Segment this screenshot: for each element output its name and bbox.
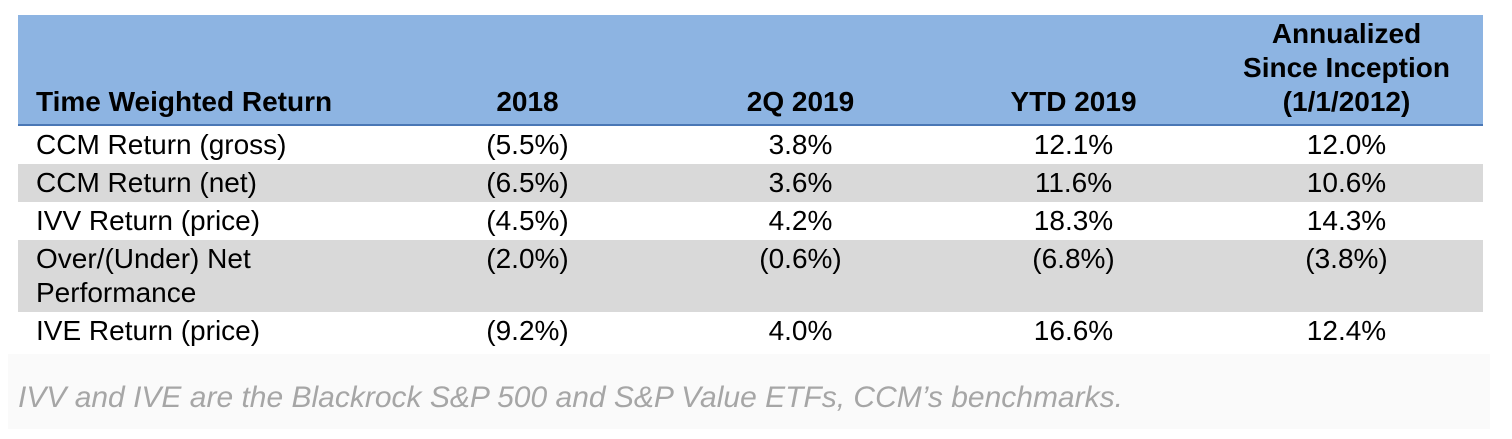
cell-value: 16.6% [1033,315,1114,346]
cell-value: 18.3% [1033,205,1114,236]
cell-value: (3.8%) [1305,243,1388,274]
table-row-ive: IVE Return (price) (9.2%) 4.0% 16.6% 12.… [18,312,1483,350]
cell-value: 3.8% [768,129,833,160]
cell-value: 10.6% [1306,167,1387,198]
cell-value: (9.2%) [486,315,569,346]
cell-value: 12.4% [1306,315,1387,346]
cell-value: 4.0% [768,315,833,346]
benchmark-footnote: IVV and IVE are the Blackrock S&P 500 an… [18,381,1123,414]
table-body: CCM Return (gross) (5.5%) 3.8% 12.1% 12.… [18,125,1483,350]
header-annualized-since-inception: Annualized Since Inception (1/1/2012) [1210,15,1483,126]
cell-value: 12.1% [1033,129,1114,160]
table-row-over-under-net: Over/(Under) Net Performance (2.0%) (0.6… [18,240,1483,312]
row-label: CCM Return (gross) [36,129,287,160]
cell-value: 4.2% [768,205,833,236]
table-row-ccm-gross: CCM Return (gross) (5.5%) 3.8% 12.1% 12.… [18,125,1483,164]
time-weighted-return-table: Time Weighted Return 2018 2Q 2019 YTD 20… [18,15,1483,350]
header-time-weighted-return: Time Weighted Return [18,15,391,126]
table-header: Time Weighted Return 2018 2Q 2019 YTD 20… [18,15,1483,126]
header-ytd-2019: YTD 2019 [937,15,1210,126]
footnote-strip: IVV and IVE are the Blackrock S&P 500 an… [8,354,1490,429]
row-label: Over/(Under) Net Performance [36,243,251,308]
header-2q-2019: 2Q 2019 [664,15,937,126]
cell-value: 14.3% [1306,205,1387,236]
cell-value: (6.5%) [486,167,569,198]
table-row-ivv: IVV Return (price) (4.5%) 4.2% 18.3% 14.… [18,202,1483,240]
row-label: IVV Return (price) [36,205,261,236]
cell-value: 12.0% [1306,129,1387,160]
table-row-ccm-net: CCM Return (net) (6.5%) 3.6% 11.6% 10.6% [18,164,1483,202]
row-label: IVE Return (price) [36,315,261,346]
cell-value: 11.6% [1034,167,1113,198]
cell-value: (0.6%) [759,243,842,274]
cell-value: 3.6% [768,167,833,198]
header-row: Time Weighted Return 2018 2Q 2019 YTD 20… [18,15,1483,126]
cell-value: (6.8%) [1032,243,1115,274]
cell-value: (4.5%) [486,205,569,236]
cell-value: (2.0%) [486,243,569,274]
row-label: CCM Return (net) [36,167,257,198]
cell-value: (5.5%) [486,129,569,160]
header-2018: 2018 [391,15,664,126]
